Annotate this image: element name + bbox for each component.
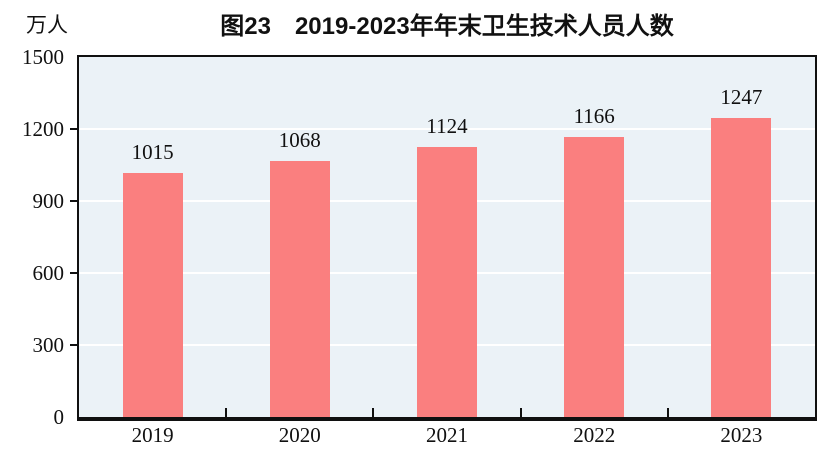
x-axis-tick-label: 2019: [131, 423, 174, 447]
y-axis-tick: [70, 200, 79, 202]
y-axis-tick-label: 1200: [22, 117, 64, 141]
plot-area: 1015 1068 1124 1166 1247: [70, 55, 817, 421]
x-axis-tick: [372, 408, 375, 417]
y-axis-unit-label: 万人: [26, 13, 68, 37]
bar-value-label: 1068: [278, 127, 321, 152]
y-axis-tick-label: 900: [32, 189, 65, 213]
bar-2021: [417, 147, 477, 417]
x-axis-tick-label: 2022: [573, 423, 616, 447]
bar-value-label: 1124: [426, 114, 468, 139]
bar-2020: [269, 160, 330, 417]
x-axis-tick-label: 2020: [278, 423, 321, 447]
bar-2023: [711, 117, 772, 417]
x-axis-tick-label: 2023: [720, 423, 763, 447]
y-axis-tick: [70, 128, 79, 130]
y-axis-tick-label: 1500: [22, 45, 64, 69]
bar-2019: [122, 173, 183, 417]
bar-value-label: 1015: [131, 140, 174, 165]
y-axis-tick-label: 300: [32, 333, 65, 357]
bar-value-label: 1166: [573, 104, 615, 129]
x-axis-tick: [666, 408, 669, 417]
gridline: [79, 128, 815, 130]
y-axis-tick: [70, 272, 79, 274]
bar-value-label: 1247: [720, 84, 763, 109]
x-axis-tick-label: 2021: [425, 423, 468, 447]
bar-2022: [564, 137, 625, 417]
x-axis-tick: [519, 408, 522, 417]
y-axis-tick-label: 0: [53, 405, 65, 429]
y-axis-tick-label: 600: [32, 261, 65, 285]
chart-title: 图23 2019-2023年年末卫生技术人员人数: [220, 13, 674, 40]
x-axis-tick: [225, 408, 228, 417]
y-axis-tick: [70, 344, 79, 346]
